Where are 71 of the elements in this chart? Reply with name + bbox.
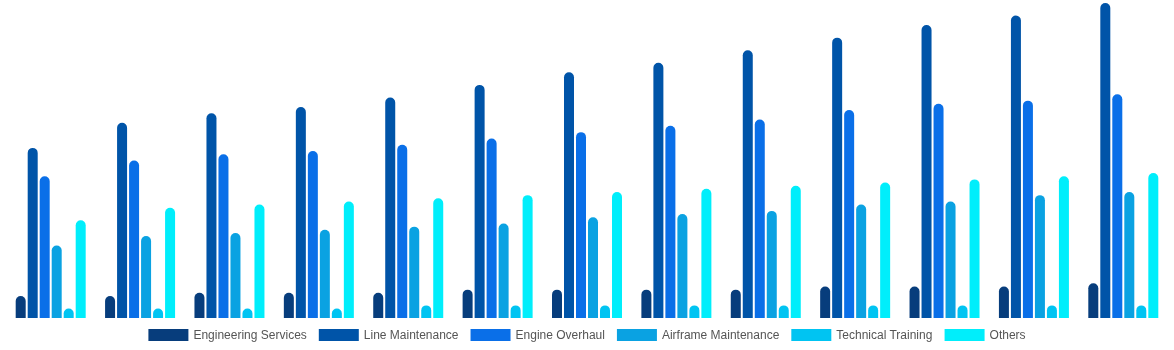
bar [498, 223, 509, 318]
bar [283, 292, 294, 318]
bar [307, 151, 318, 318]
bar [730, 289, 741, 318]
bar [486, 138, 497, 318]
legend-label: Engineering Services [193, 328, 307, 342]
bar [319, 229, 330, 318]
bar [820, 286, 831, 318]
bar [844, 110, 855, 318]
bar [462, 289, 473, 318]
bar [1058, 176, 1069, 318]
legend-label: Airframe Maintenance [661, 328, 780, 342]
bar [552, 289, 562, 318]
bar [1100, 3, 1111, 318]
bar [1010, 15, 1021, 318]
bar [1088, 283, 1099, 318]
bar [588, 217, 598, 318]
legend-label: Line Maintenance [363, 328, 459, 342]
bar [141, 236, 152, 318]
legend-label: Engine Overhaul [515, 328, 605, 342]
bar [677, 214, 688, 318]
bar [921, 25, 932, 318]
bar [790, 185, 801, 318]
bar [254, 204, 265, 318]
bar [165, 207, 176, 318]
bar [945, 201, 956, 318]
bar [612, 192, 622, 318]
bar [653, 62, 664, 318]
bar [576, 132, 586, 318]
bar [230, 232, 241, 318]
legend-label: Others [989, 328, 1026, 342]
bar [641, 289, 652, 318]
bar [51, 245, 62, 318]
legend-label: Technical Training [836, 328, 933, 342]
bar [117, 122, 128, 318]
bar [665, 125, 676, 318]
bar [433, 198, 444, 318]
bar [1124, 192, 1135, 318]
bar [218, 154, 229, 318]
bar [409, 226, 420, 318]
bar [969, 179, 980, 318]
bar [15, 295, 26, 318]
bar [129, 160, 140, 318]
bar [1022, 100, 1033, 318]
bar [701, 188, 712, 318]
bar [1148, 173, 1159, 318]
bar [474, 84, 485, 318]
bar [343, 201, 354, 318]
bar [105, 295, 116, 318]
bar [194, 292, 205, 318]
bar [1112, 94, 1123, 318]
bar [397, 144, 408, 318]
bar [880, 182, 891, 318]
bar [373, 292, 384, 318]
bar [385, 97, 396, 318]
bar [909, 286, 920, 318]
bar [933, 103, 944, 318]
bar [39, 176, 50, 318]
bar [206, 113, 217, 318]
bar [295, 106, 306, 318]
bar [832, 37, 843, 318]
bar [742, 50, 753, 318]
bar [27, 147, 38, 318]
bar [856, 204, 867, 318]
bar [754, 119, 765, 318]
bar [766, 210, 777, 318]
bar [522, 195, 533, 318]
bar [564, 72, 574, 318]
bar [1034, 195, 1045, 318]
bar [75, 220, 86, 318]
bar [998, 286, 1009, 318]
